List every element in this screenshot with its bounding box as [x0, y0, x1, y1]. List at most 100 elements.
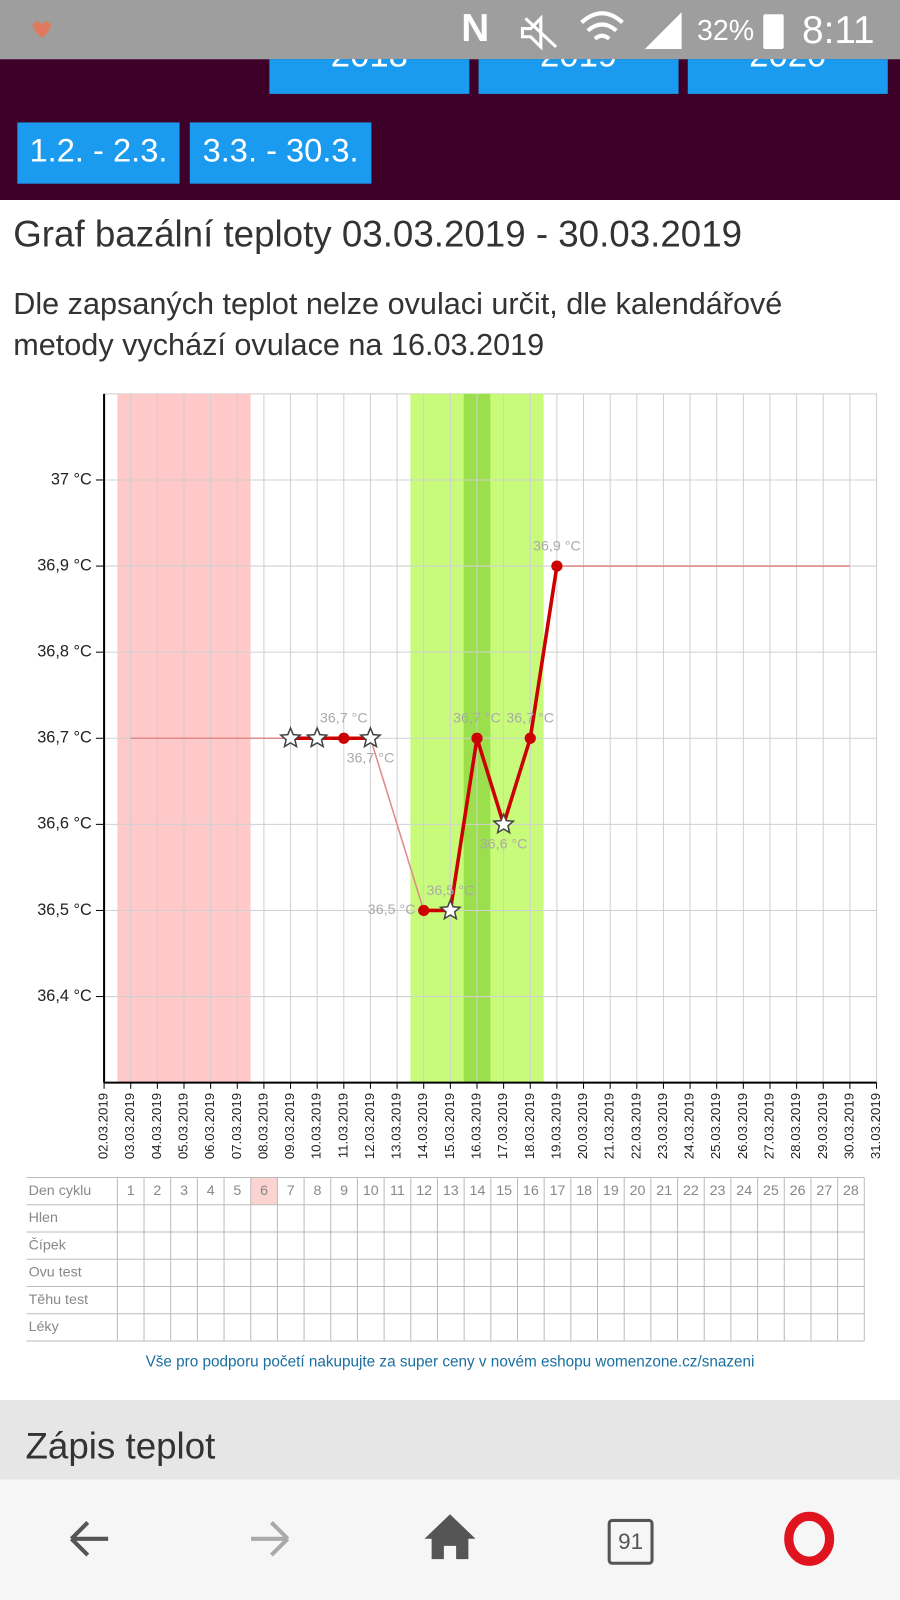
x-tick-label: 03.03.2019 — [122, 1093, 137, 1159]
x-tick-label: 29.03.2019 — [815, 1093, 830, 1159]
value-label: 36,7 °C — [506, 711, 554, 727]
x-tick-label: 20.03.2019 — [575, 1093, 590, 1159]
cycle-button[interactable] — [189, 122, 372, 184]
x-tick-label: 14.03.2019 — [415, 1093, 430, 1159]
x-tick-label: 31.03.2019 — [868, 1093, 883, 1159]
value-label: 36,6 °C — [480, 837, 528, 853]
status-icons: N — [461, 7, 784, 51]
star-marker — [278, 726, 303, 749]
day-number: 1 — [127, 1183, 135, 1199]
star-marker — [438, 898, 463, 921]
star-marker — [491, 812, 516, 835]
y-tick-label: 36,7 °C — [37, 729, 92, 747]
day-number: 2 — [153, 1183, 161, 1199]
day-number: 28 — [843, 1183, 859, 1199]
series-line — [130, 565, 850, 911]
x-tick-label: 18.03.2019 — [522, 1093, 537, 1159]
dot-marker — [471, 732, 483, 744]
x-tick-label: 09.03.2019 — [282, 1093, 297, 1159]
y-tick-label: 37 °C — [51, 470, 92, 488]
x-tick-label: 27.03.2019 — [761, 1093, 776, 1159]
opera-button[interactable] — [784, 1511, 835, 1566]
back-button[interactable] — [69, 1521, 109, 1557]
x-tick-label: 23.03.2019 — [655, 1093, 670, 1159]
x-tick-label: 26.03.2019 — [735, 1093, 750, 1159]
x-tick-label: 07.03.2019 — [229, 1093, 244, 1159]
day-number: 6 — [260, 1183, 268, 1199]
day-number: 17 — [550, 1183, 566, 1199]
x-tick-label: 17.03.2019 — [495, 1093, 510, 1159]
day-number: 16 — [523, 1183, 539, 1199]
x-tick-label: 16.03.2019 — [468, 1093, 483, 1159]
day-number: 8 — [313, 1183, 321, 1199]
year-button[interactable] — [269, 41, 470, 94]
day-number: 19 — [603, 1183, 619, 1199]
day-number: 13 — [443, 1183, 459, 1199]
x-tick-label: 15.03.2019 — [442, 1093, 457, 1159]
section-bg — [0, 1400, 900, 1480]
x-tick-label: 28.03.2019 — [788, 1093, 803, 1159]
row-label: Hlen — [29, 1210, 58, 1226]
x-tick-label: 05.03.2019 — [175, 1093, 190, 1159]
star-marker — [358, 726, 382, 749]
forward-button[interactable] — [251, 1521, 290, 1557]
value-label: 36,7 °C — [320, 711, 368, 727]
y-tick-label: 36,6 °C — [37, 815, 92, 833]
x-tick-label: 11.03.2019 — [335, 1093, 350, 1158]
year-button[interactable] — [687, 41, 888, 94]
x-tick-label: 04.03.2019 — [149, 1093, 164, 1159]
day-number: 9 — [340, 1183, 348, 1199]
heart-icon — [32, 21, 52, 38]
day-number: 12 — [416, 1183, 432, 1199]
x-tick-label: 25.03.2019 — [708, 1093, 723, 1159]
cycle-label: 1.2. - 2.3. — [30, 132, 168, 169]
year-button[interactable] — [478, 41, 679, 94]
cycle-label: 3.3. - 30.3. — [203, 132, 359, 169]
x-tick-label: 13.03.2019 — [389, 1093, 404, 1159]
tabs-button[interactable] — [607, 1518, 654, 1565]
day-number: 27 — [816, 1183, 832, 1199]
day-number: 21 — [656, 1183, 672, 1199]
day-number: 24 — [736, 1183, 752, 1199]
x-tick-label: 12.03.2019 — [362, 1093, 377, 1159]
home-button[interactable] — [424, 1514, 476, 1560]
day-number: 7 — [287, 1183, 295, 1199]
day-number: 3 — [180, 1183, 188, 1199]
day-number: 14 — [470, 1183, 486, 1199]
day-number: 22 — [683, 1183, 699, 1199]
x-tick-label: 24.03.2019 — [682, 1093, 697, 1159]
value-label: 36,7 °C — [347, 750, 395, 766]
day-number: 25 — [763, 1183, 779, 1199]
battery: 32% — [697, 15, 754, 47]
day-number: 20 — [630, 1183, 646, 1199]
highlight-cell — [250, 1177, 278, 1205]
value-label: 36,9 °C — [533, 538, 581, 554]
status-bar — [0, 0, 900, 60]
y-tick-label: 36,4 °C — [37, 987, 92, 1005]
dot-marker — [418, 904, 430, 917]
row-label: Čípek — [29, 1236, 67, 1253]
x-tick-label: 30.03.2019 — [841, 1093, 856, 1159]
x-tick-label: 02.03.2019 — [96, 1093, 111, 1159]
value-label: 36,5 °C — [368, 902, 416, 918]
value-label: 36,5 °C — [426, 883, 474, 899]
section-title: Zápis teplot — [26, 1426, 216, 1467]
clock: 8:11 — [802, 9, 875, 52]
note-line: Dle zapsaných teplot nelze ovulaci určit… — [13, 287, 782, 321]
y-tick-label: 36,5 °C — [37, 901, 92, 919]
x-tick-label: 06.03.2019 — [202, 1093, 217, 1159]
x-tick-label: 22.03.2019 — [628, 1093, 643, 1159]
promo-link[interactable]: Vše pro podporu početí nakupujte za supe… — [146, 1353, 755, 1370]
row-label: Den cyklu — [29, 1183, 92, 1199]
day-number: 23 — [710, 1183, 726, 1199]
dot-marker — [551, 560, 563, 572]
day-number: 26 — [790, 1183, 806, 1199]
day-number: 5 — [233, 1183, 241, 1199]
day-number: 15 — [496, 1183, 512, 1199]
day-number: 18 — [576, 1183, 592, 1199]
heading: Graf bazální teploty 03.03.2019 - 30.03.… — [13, 213, 742, 254]
star-marker — [305, 726, 329, 749]
cycle-button[interactable] — [17, 122, 180, 184]
